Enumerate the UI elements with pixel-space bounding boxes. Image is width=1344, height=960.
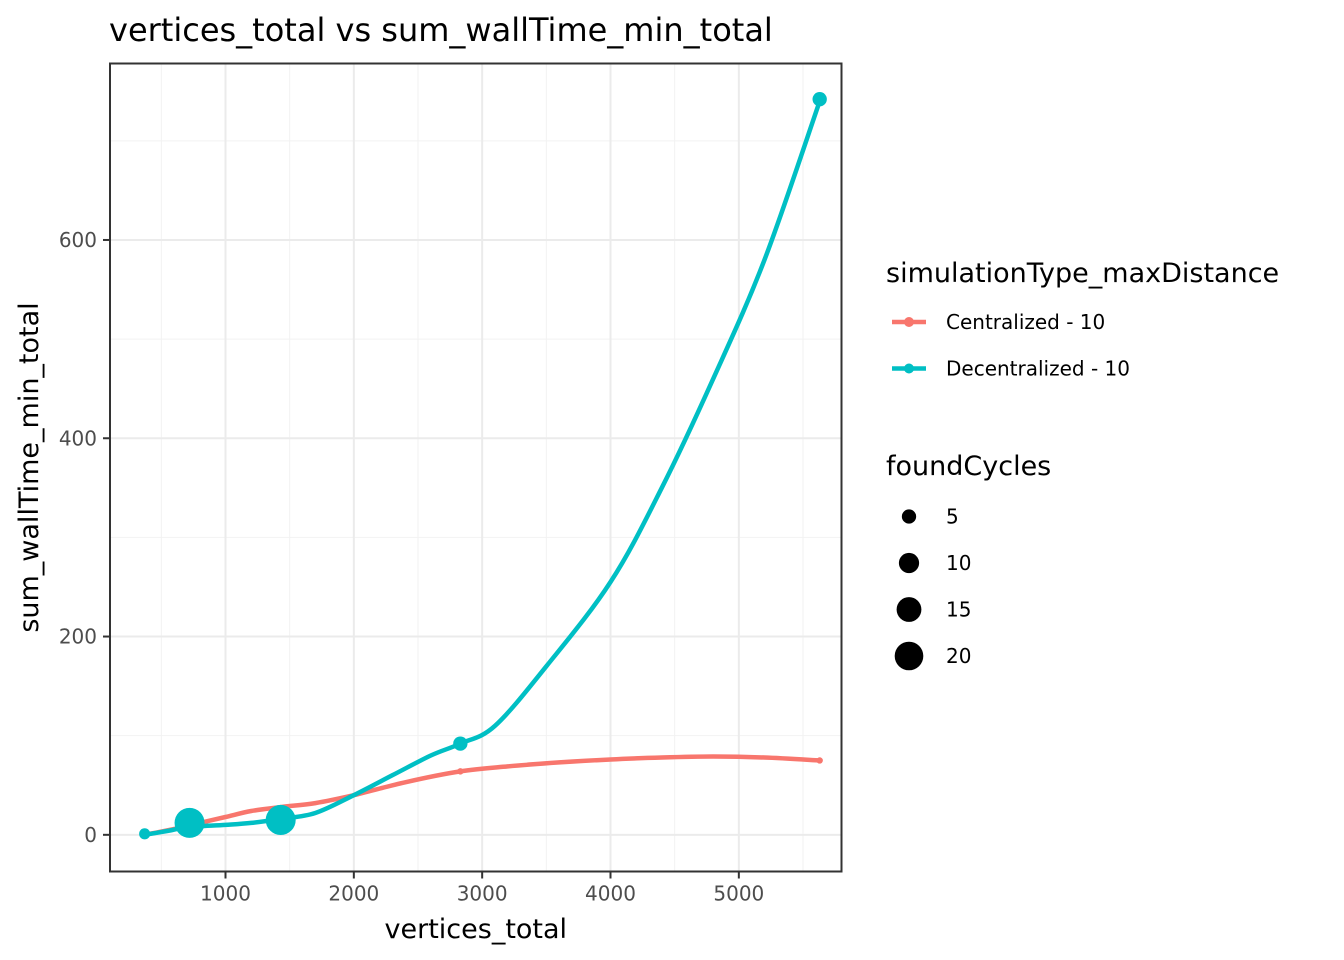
legend-key-point	[904, 317, 914, 327]
plot-panel-border	[109, 62, 843, 873]
size-legend-title: foundCycles	[886, 451, 1051, 482]
data-point	[174, 807, 205, 838]
y-tick-label: 600	[59, 228, 97, 252]
y-tick-label: 200	[59, 625, 97, 649]
data-point	[139, 828, 151, 840]
size-legend-key	[894, 641, 924, 671]
y-tick-label: 0	[84, 823, 97, 847]
x-tick-label: 1000	[200, 882, 251, 906]
y-axis: 0 200 400 600	[59, 228, 110, 847]
color-legend: simulationType_maxDistance Centralized -…	[886, 258, 1279, 381]
data-point	[816, 757, 823, 764]
size-legend-key	[901, 509, 917, 524]
series-line	[142, 98, 822, 838]
chart-title: vertices_total vs sum_wallTime_min_total	[109, 11, 773, 49]
size-legend-label: 20	[946, 644, 971, 668]
series-decentralized	[139, 92, 827, 840]
data-point	[453, 736, 468, 751]
x-axis-title: vertices_total	[385, 914, 568, 945]
data-point	[265, 804, 296, 835]
size-legend-key	[898, 552, 920, 574]
x-tick-label: 3000	[457, 882, 508, 906]
size-legend-label: 5	[946, 505, 959, 529]
legend-label: Centralized - 10	[946, 310, 1105, 334]
color-legend-title: simulationType_maxDistance	[886, 258, 1279, 289]
data-point	[457, 768, 464, 775]
size-legend: foundCycles 5 10 15 20	[886, 451, 1051, 671]
size-legend-label: 15	[946, 598, 971, 622]
x-axis: 1000 2000 3000 4000 5000	[200, 871, 764, 906]
x-tick-label: 5000	[713, 882, 764, 906]
size-legend-label: 10	[946, 551, 971, 575]
series-line	[142, 754, 822, 838]
size-legend-key	[896, 597, 922, 622]
grid	[110, 63, 842, 872]
legend-key-point	[904, 363, 914, 374]
x-tick-label: 4000	[585, 882, 636, 906]
y-axis-title: sum_wallTime_min_total	[14, 302, 45, 632]
plot-marks	[139, 92, 827, 840]
data-point	[812, 92, 827, 107]
legend-label: Decentralized - 10	[946, 357, 1130, 381]
x-tick-label: 2000	[328, 882, 379, 906]
y-tick-label: 400	[59, 426, 97, 450]
